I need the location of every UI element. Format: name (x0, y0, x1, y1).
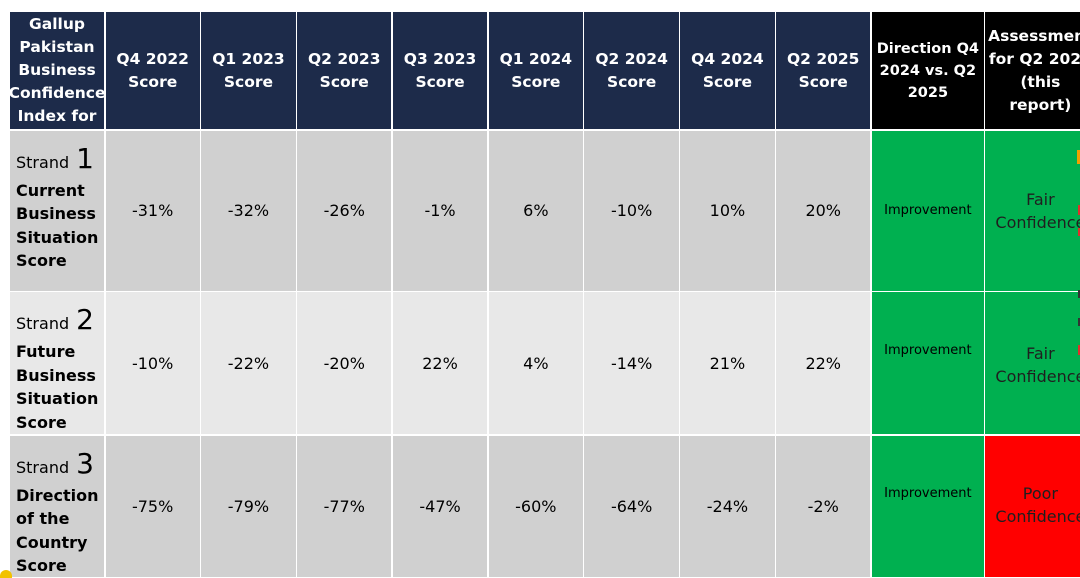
direction-cell: Improvement (871, 130, 984, 291)
table-cell: 6% (488, 130, 583, 291)
header-q3-2023: Q3 2023 Score (392, 12, 488, 129)
header-assessment: Assessment for Q2 2025 (this report) (985, 12, 1080, 129)
header-q2-2023: Q2 2023 Score (297, 12, 392, 129)
header-index-label: Gallup Pakistan Business Confidence Inde… (9, 12, 105, 129)
header-direction: Direction Q4 2024 vs. Q2 2025 (871, 12, 984, 129)
confidence-index-table: Gallup Pakistan Business Confidence Inde… (9, 12, 1080, 577)
header-q4-2022: Q4 2022 Score (105, 12, 200, 129)
strand-number: 3 (76, 446, 94, 480)
strand-2-label: Strand 2 Future Business Situation Score (10, 292, 104, 434)
assessment-cell: Poor Confidence (985, 435, 1080, 577)
table-cell: -14% (584, 292, 679, 434)
assessment-cell: Fair Confidence (985, 292, 1080, 434)
strand-2-heading: Strand 2 (16, 306, 94, 334)
edge-decoration (1077, 150, 1080, 164)
corner-decoration (0, 570, 12, 578)
header-q4-2024: Q4 2024 Score (680, 12, 775, 129)
strand-2-title: Future Business Situation Score (16, 342, 99, 432)
table-cell: -77% (297, 435, 392, 577)
strand-number: 1 (76, 141, 94, 175)
table-cell: -47% (392, 435, 488, 577)
edge-decoration (1078, 205, 1080, 215)
table-cell: -1% (392, 130, 488, 291)
table-cell: -75% (105, 435, 200, 577)
edge-decoration (1078, 290, 1080, 298)
table-cell: -31% (105, 130, 200, 291)
edge-decoration (1078, 345, 1080, 355)
strand-3-title: Direction of the Country Score (16, 485, 99, 576)
direction-cell: Improvement (871, 292, 984, 434)
strand-number: 2 (76, 303, 94, 336)
assessment-cell: Fair Confidence (985, 130, 1080, 291)
strand-1-heading: Strand 1 (16, 141, 94, 175)
strand-1-title: Current Business Situation Score (16, 180, 99, 271)
header-q1-2024: Q1 2024 Score (488, 12, 583, 129)
table-cell: 21% (680, 292, 775, 434)
strand-word: Strand (16, 152, 70, 172)
edge-decoration (1078, 318, 1080, 326)
strand-3-label: Strand 3 Direction of the Country Score (10, 435, 104, 577)
table-cell: -24% (680, 435, 775, 577)
table-cell: 22% (776, 292, 871, 434)
table-cell: -2% (776, 435, 871, 577)
table-cell: -20% (297, 292, 392, 434)
table-cell: -64% (584, 435, 679, 577)
table-cell: 4% (488, 292, 583, 434)
direction-cell: Improvement (871, 435, 984, 577)
header-q2-2025: Q2 2025 Score (776, 12, 871, 129)
table-cell: -22% (201, 292, 296, 434)
table-cell: -32% (201, 130, 296, 291)
table-cell: 20% (776, 130, 871, 291)
strand-1-label: Strand 1 Current Business Situation Scor… (10, 130, 104, 291)
table-cell: -10% (105, 292, 200, 434)
strand-word: Strand (16, 314, 70, 333)
edge-decoration (1078, 228, 1080, 236)
table-cell: 10% (680, 130, 775, 291)
strand-word: Strand (16, 457, 70, 477)
strand-3-heading: Strand 3 (16, 446, 94, 480)
table-cell: 22% (392, 292, 488, 434)
table-cell: -60% (488, 435, 583, 577)
table-cell: -79% (201, 435, 296, 577)
table-cell: -10% (584, 130, 679, 291)
header-q1-2023: Q1 2023 Score (201, 12, 296, 129)
table-cell: -26% (297, 130, 392, 291)
header-q2-2024: Q2 2024 Score (584, 12, 679, 129)
